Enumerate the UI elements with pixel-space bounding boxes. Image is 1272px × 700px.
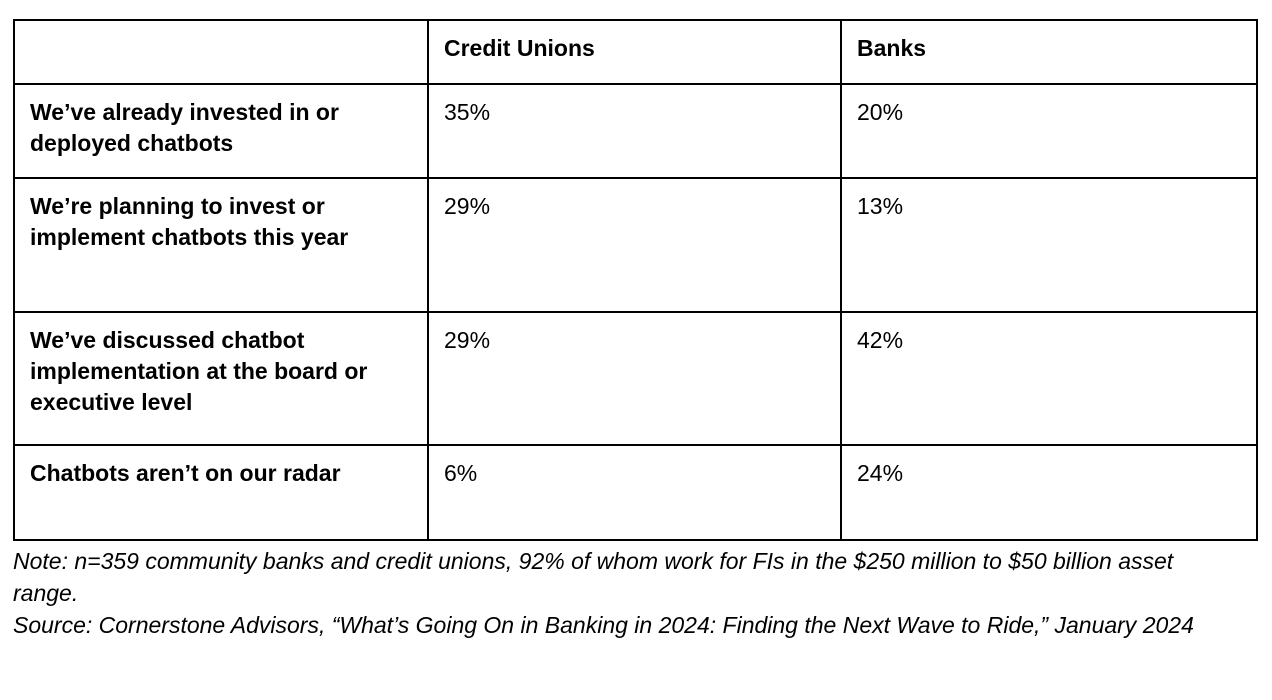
table-row: Chatbots aren’t on our radar 6% 24% bbox=[13, 444, 1258, 541]
row-label: Chatbots aren’t on our radar bbox=[13, 444, 429, 541]
column-header-blank bbox=[13, 19, 429, 85]
column-header-credit-unions: Credit Unions bbox=[427, 19, 842, 85]
table-body: We’ve already invested in or deployed ch… bbox=[13, 83, 1258, 541]
value-cell-credit-unions: 6% bbox=[427, 444, 842, 541]
table-header: Credit Unions Banks bbox=[13, 19, 1258, 85]
table-row: We’ve discussed chatbot implementation a… bbox=[13, 311, 1258, 446]
row-label: We’re planning to invest or implement ch… bbox=[13, 177, 429, 313]
row-label: We’ve discussed chatbot implementation a… bbox=[13, 311, 429, 446]
value-cell-banks: 20% bbox=[840, 83, 1258, 179]
source-text: Source: Cornerstone Advisors, “What’s Go… bbox=[13, 612, 1194, 638]
value-cell-credit-unions: 29% bbox=[427, 177, 842, 313]
column-header-banks: Banks bbox=[840, 19, 1258, 85]
value-cell-credit-unions: 35% bbox=[427, 83, 842, 179]
header-row: Credit Unions Banks bbox=[13, 19, 1258, 85]
value-cell-banks: 42% bbox=[840, 311, 1258, 446]
chatbot-adoption-table: Credit Unions Banks We’ve already invest… bbox=[13, 19, 1258, 541]
value-cell-banks: 13% bbox=[840, 177, 1258, 313]
note-text: Note: n=359 community banks and credit u… bbox=[13, 548, 1174, 606]
value-cell-banks: 24% bbox=[840, 444, 1258, 541]
table-row: We’ve already invested in or deployed ch… bbox=[13, 83, 1258, 179]
row-label: We’ve already invested in or deployed ch… bbox=[13, 83, 429, 179]
table-container: Credit Unions Banks We’ve already invest… bbox=[13, 19, 1258, 541]
value-cell-credit-unions: 29% bbox=[427, 311, 842, 446]
table-row: We’re planning to invest or implement ch… bbox=[13, 177, 1258, 313]
table-footnotes: Note: n=359 community banks and credit u… bbox=[13, 545, 1213, 641]
